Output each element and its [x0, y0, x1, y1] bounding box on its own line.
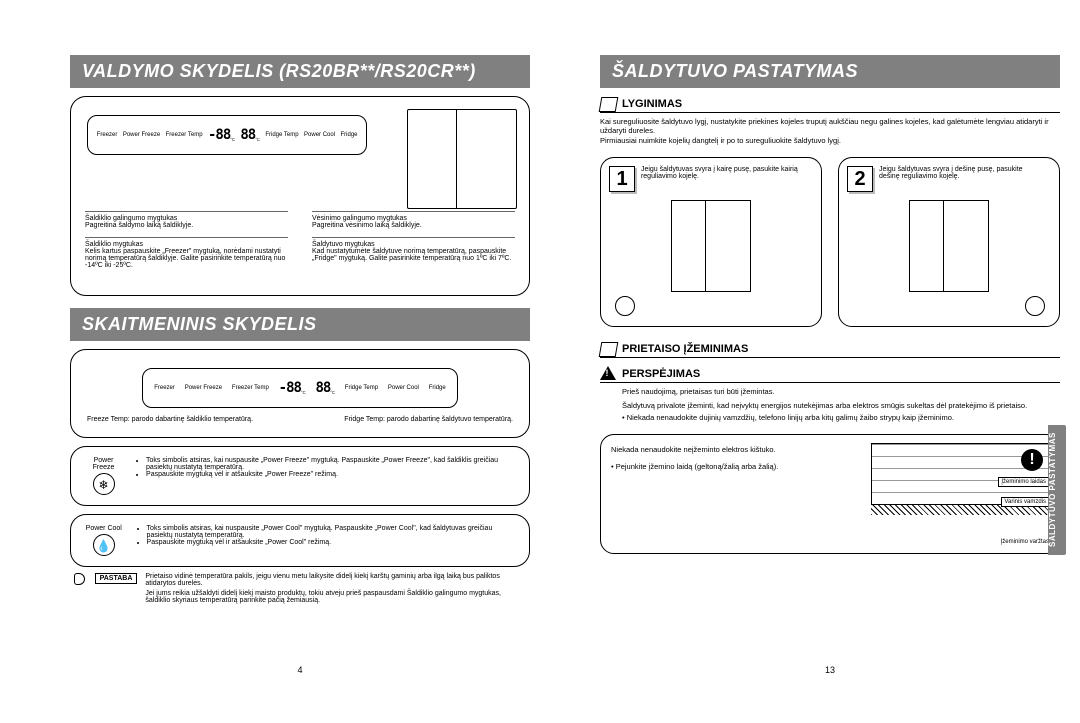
digital-caption-row: Freeze Temp: parodo dabartinę šaldiklio …	[81, 414, 519, 427]
subhead-grounding: PRIETAISO ĮŽEMINIMAS	[600, 339, 1060, 358]
powercool-icon-col: Power Cool 💧	[83, 525, 125, 556]
header-digital-panel: SKAITMENINIS SKYDELIS	[70, 308, 530, 341]
lbl-powercool: Power Cool	[304, 132, 335, 138]
cap-freeze: Freeze Temp: parodo dabartinę šaldiklio …	[87, 416, 253, 423]
control-desc-grid: Šaldiklio galingumo mygtukasPagreitina š…	[81, 211, 519, 273]
powercool-list: Toks simbolis atsiras, kai nuspausite „P…	[137, 525, 517, 546]
lbl-fridge: Fridge	[340, 132, 357, 138]
step-2: 2 Jeigu šaldytuvas svyra į dešinę pusę, …	[838, 157, 1060, 327]
snowflake-icon: ❄	[93, 473, 115, 495]
control-panel-box: Freezer Power Freeze Freezer Temp -88°C …	[70, 96, 530, 296]
cap-fridge: Fridge Temp: parodo dabartinę šaldytuvo …	[344, 416, 513, 423]
foot-screw-icon	[1025, 296, 1045, 316]
control-panel-display: Freezer Power Freeze Freezer Temp -88°C …	[87, 115, 367, 155]
step-1: 1 Jeigu šaldytuvas svyra į kairę pusę, p…	[600, 157, 822, 327]
warning-text: Prieš naudojimą, prietaisas turi būti įž…	[600, 383, 1060, 430]
desc-cool-power: Vėsinimo galingumo mygtukasPagreitina vė…	[312, 211, 515, 229]
page-number-left: 4	[297, 665, 302, 675]
desc-fridge-btn: Šaldytuvo mygtukasKad nustatytumėte šald…	[312, 237, 515, 269]
note-row-1: PASTABA Prietaiso vidinė temperatūra pak…	[70, 573, 530, 604]
header-installation: ŠALDYTUVO PASTATYMAS	[600, 55, 1060, 88]
subhead-leveling: LYGINIMAS	[600, 94, 1060, 113]
powerfreeze-box: Power Freeze ❄ Toks simbolis atsiras, ka…	[70, 446, 530, 506]
powerfreeze-icon-col: Power Freeze ❄	[83, 457, 124, 495]
page-right: ŠALDYTUVO PASTATYMAS LYGINIMAS Kai sureg…	[600, 55, 1060, 675]
lbl-freezertemp: Freezer Temp	[166, 132, 203, 138]
grounding-box: Niekada nenaudokite neįžeminto elektros …	[600, 434, 1060, 554]
hand-icon	[74, 573, 85, 585]
desc-freezer-btn: Šaldiklio mygtukasKelis kartus paspauski…	[85, 237, 288, 269]
note-label: PASTABA	[95, 573, 138, 584]
step-2-fridge	[909, 200, 989, 292]
grounding-diagram: ! Įžeminimo laidas Varinis vamzdis Įžemi…	[871, 443, 1051, 547]
fridge-illustration	[407, 109, 517, 209]
step-1-text: Jeigu šaldytuvas svyra į kairę pusę, pas…	[637, 166, 807, 180]
powercool-box: Power Cool 💧 Toks simbolis atsiras, kai …	[70, 514, 530, 567]
step-row: 1 Jeigu šaldytuvas svyra į kairę pusę, p…	[600, 157, 1060, 327]
foot-screw-icon	[615, 296, 635, 316]
header-control-panel: VALDYMO SKYDELIS (RS20BR**/RS20CR**)	[70, 55, 530, 88]
page-number-right: 13	[825, 665, 835, 675]
step-1-num: 1	[609, 166, 635, 192]
seg-fridge: 88	[240, 127, 255, 143]
step-2-num: 2	[847, 166, 873, 192]
side-tab: ŠALDYTUVO PASTATYMAS	[1048, 425, 1066, 555]
desc-freezer-power: Šaldiklio galingumo mygtukasPagreitina š…	[85, 211, 288, 229]
lbl-fridgetemp: Fridge Temp	[265, 132, 298, 138]
powerfreeze-list: Toks simbolis atsiras, kai nuspausite „P…	[136, 457, 517, 478]
digital-panel-box: Freezer Power Freeze Freezer Temp -88°C …	[70, 349, 530, 438]
step-1-fridge	[671, 200, 751, 292]
leveling-text: Kai sureguliuosite šaldytuvo lygį, nusta…	[600, 113, 1060, 153]
digital-panel-display: Freezer Power Freeze Freezer Temp -88°C …	[142, 368, 457, 408]
lbl-powerfreeze: Power Freeze	[123, 132, 160, 138]
page-left: VALDYMO SKYDELIS (RS20BR**/RS20CR**) Fre…	[70, 55, 530, 675]
seg-freezer: -88	[208, 127, 230, 143]
lbl-freezer: Freezer	[97, 132, 118, 138]
step-2-text: Jeigu šaldytuvas svyra į dešinę pusę, pa…	[875, 166, 1045, 180]
droplet-icon: 💧	[93, 534, 115, 556]
subhead-warning: PERSPĖJIMAS	[600, 364, 1060, 383]
